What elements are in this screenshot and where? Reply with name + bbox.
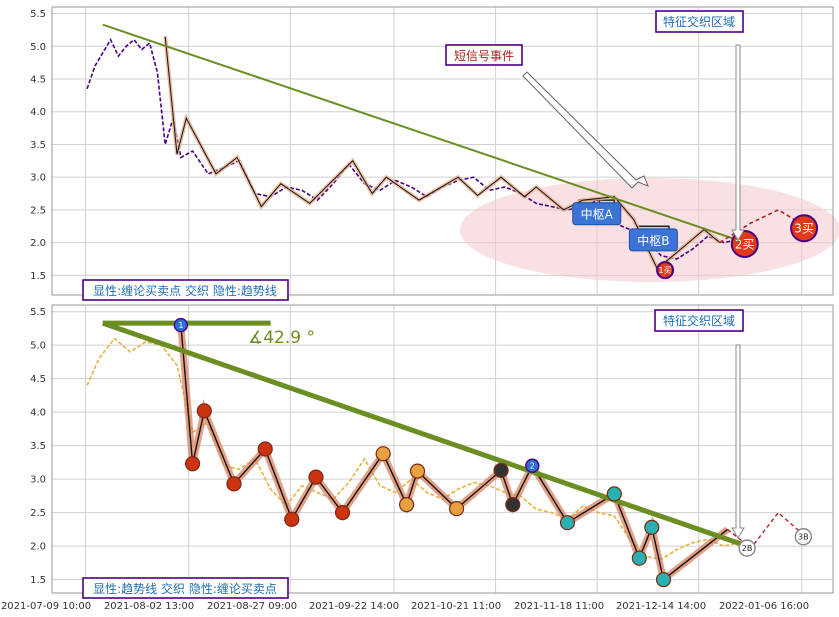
event-label: 短信号事件 [454, 49, 514, 63]
top-legend-box [82, 279, 289, 301]
signal-marker [794, 528, 813, 546]
bottom-feature-zone-box [654, 309, 744, 332]
x-tick-label: 2021-08-27 09:00 [207, 601, 297, 612]
note-marker-icon [284, 511, 300, 527]
top-y-tick-label: 4.5 [30, 75, 46, 86]
note-marker-icon [409, 463, 426, 479]
event-label-box [445, 44, 523, 66]
top-y-tick-label: 2.0 [30, 238, 46, 249]
note-marker-icon [184, 456, 201, 472]
bottom-y-tick-label: 3.0 [30, 475, 46, 486]
top-trendline [102, 23, 756, 247]
note-marker-icon [308, 469, 324, 485]
top-y-tick-label: 5.5 [30, 9, 46, 20]
buy-point-marker [790, 214, 819, 243]
top-feature-arrow-icon [731, 44, 745, 241]
bottom-projection-line [727, 511, 807, 550]
top-projection-line [719, 208, 807, 244]
note-marker-icon [226, 476, 242, 492]
top-y-tick-label: 3.5 [30, 140, 46, 151]
signal-marker-label: 2 [530, 462, 535, 471]
buy-point-marker [656, 261, 675, 280]
event-arrow-icon [522, 71, 649, 189]
bottom-feature-zone-callout: 特征交织区域 [654, 309, 745, 539]
top-feature-zone-box [655, 10, 744, 33]
bottom-panel-grid: 1.5 2.0 2.5 3.0 3.5 4.0 4.5 5.0 5.5 [30, 305, 833, 593]
top-feature-zone-label: 特征交织区域 [663, 14, 735, 29]
top-legend: 显性:缠论买卖点 交织 隐性:趋势线 [82, 279, 289, 301]
top-y-tick-label: 3.0 [30, 173, 46, 184]
angle-label: ∡42.9 ° [248, 328, 315, 348]
note-marker-icon [493, 462, 509, 479]
signal-marker [525, 458, 540, 473]
note-marker-icon [448, 501, 465, 517]
x-tick-label: 2021-12-14 14:00 [616, 601, 706, 612]
zhongshu-label-box [572, 202, 622, 226]
bottom-feature-arrow-icon [731, 344, 745, 539]
signal-marker-label: 3B [798, 533, 809, 542]
note-marker-icon [257, 441, 273, 457]
bottom-legend: 显性:趋势线 交织 隐性:缠论买卖点 [82, 577, 289, 599]
bottom-y-tick-label: 4.5 [30, 374, 46, 385]
x-tick-label: 2021-07-09 10:00 [1, 601, 91, 612]
signal-marker [738, 539, 756, 557]
x-tick-label: 2021-10-21 11:00 [411, 601, 501, 612]
bottom-legend-box [82, 577, 289, 599]
bottom-legend-label: 显性:趋势线 交织 隐性:缠论买卖点 [93, 581, 277, 596]
zhongshu-label: 中枢B [637, 233, 669, 248]
zhongshu-label: 中枢A [581, 207, 614, 222]
note-marker-icon [631, 550, 647, 566]
x-tick-label: 2022-01-06 16:00 [719, 601, 809, 612]
x-tick-label: 2021-09-22 14:00 [309, 601, 399, 612]
note-marker-icon [606, 486, 622, 502]
note-marker-icon [559, 515, 576, 531]
note-marker-icon [196, 403, 212, 419]
buy-point-label: 3买 [794, 222, 814, 236]
bottom-y-tick-label: 3.5 [30, 441, 46, 452]
top-panel-series: 中枢A 中枢B 1买 2买 3买 [86, 23, 819, 280]
top-legend-label: 显性:缠论买卖点 交织 隐性:趋势线 [93, 283, 277, 298]
bottom-trendline [101, 320, 756, 552]
bottom-panel-frame [51, 304, 834, 594]
signal-marker-label: 1 [178, 321, 183, 330]
bottom-y-tick-label: 4.0 [30, 408, 46, 419]
x-axis: 2021-07-09 10:00 2021-08-02 13:00 2021-08-… [1, 601, 809, 612]
top-y-tick-label: 2.5 [30, 205, 46, 216]
bottom-y-tick-label: 5.0 [30, 341, 46, 352]
bottom-y-tick-label: 1.5 [30, 575, 46, 586]
buy-point-label: 2买 [735, 237, 755, 251]
note-marker-icon [655, 572, 672, 588]
bottom-y-tick-label: 2.5 [30, 508, 46, 519]
x-tick-label: 2021-08-02 13:00 [104, 601, 194, 612]
note-marker-icon [375, 446, 391, 462]
top-event-callout: 短信号事件 [445, 44, 649, 189]
buy-point-label: 1买 [659, 266, 672, 275]
note-marker-icon [334, 505, 351, 521]
zhongshu-label-box [628, 228, 678, 252]
top-y-tick-label: 4.0 [30, 107, 46, 118]
top-y-tick-label: 1.5 [30, 271, 46, 282]
top-panel-frame [51, 6, 834, 296]
x-tick-label: 2021-11-18 11:00 [514, 601, 604, 612]
signal-marker [173, 317, 189, 333]
signal-marker-label: 2B [742, 544, 753, 553]
bottom-y-tick-label: 5.5 [30, 307, 46, 318]
top-feature-zone-callout: 特征交织区域 [655, 10, 745, 241]
note-marker-icon [644, 519, 660, 535]
top-y-tick-label: 5.0 [30, 42, 46, 53]
top-zigzag-line [164, 36, 721, 270]
note-marker-icon [505, 496, 521, 513]
bottom-panel-series: 1 2 2B 3B [86, 317, 813, 588]
bottom-y-tick-label: 2.0 [30, 542, 46, 553]
note-marker-icon [398, 496, 415, 513]
bottom-feature-zone-label: 特征交织区域 [663, 313, 735, 328]
